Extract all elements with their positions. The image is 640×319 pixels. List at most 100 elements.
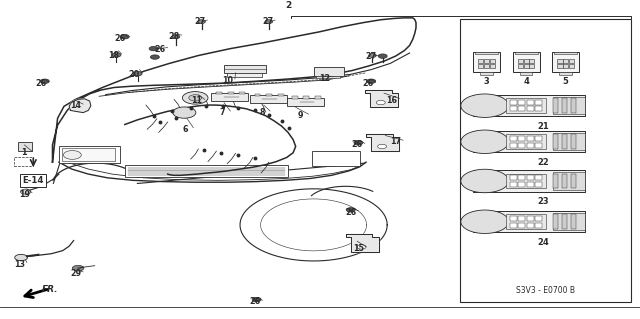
Bar: [572, 214, 576, 229]
Circle shape: [63, 151, 81, 159]
Text: FR.: FR.: [42, 285, 58, 294]
Circle shape: [367, 79, 376, 84]
Circle shape: [182, 92, 208, 104]
Bar: [287, 98, 324, 106]
Bar: [509, 182, 516, 187]
Bar: [473, 170, 585, 192]
Text: 29: 29: [70, 269, 81, 278]
Bar: [239, 92, 245, 94]
Bar: [518, 107, 525, 111]
Bar: [509, 223, 516, 227]
Text: 26: 26: [362, 79, 374, 88]
Circle shape: [461, 94, 509, 117]
Bar: [559, 72, 572, 75]
Bar: [314, 67, 344, 76]
Bar: [506, 214, 545, 229]
Bar: [513, 52, 540, 72]
Bar: [62, 148, 115, 161]
Bar: [563, 98, 567, 113]
Text: 13: 13: [13, 260, 25, 269]
Bar: [266, 94, 272, 96]
Bar: [228, 92, 234, 94]
Bar: [554, 174, 558, 189]
Text: 14: 14: [70, 101, 81, 110]
Bar: [509, 136, 516, 141]
Text: 9: 9: [298, 111, 303, 120]
Bar: [509, 107, 516, 111]
Bar: [563, 214, 567, 229]
Bar: [506, 98, 545, 113]
Polygon shape: [346, 234, 379, 252]
Polygon shape: [366, 134, 399, 151]
Bar: [554, 97, 585, 114]
Text: 27: 27: [194, 17, 205, 26]
Bar: [473, 211, 585, 233]
Bar: [572, 134, 576, 149]
Bar: [475, 52, 498, 54]
Circle shape: [357, 245, 366, 249]
Circle shape: [20, 189, 31, 194]
Bar: [518, 223, 525, 227]
Bar: [506, 174, 545, 189]
Text: 26: 26: [35, 79, 47, 88]
Bar: [518, 182, 525, 187]
Bar: [490, 59, 495, 63]
Circle shape: [346, 208, 355, 212]
Bar: [14, 157, 33, 166]
Circle shape: [354, 140, 363, 145]
Circle shape: [133, 71, 142, 76]
Bar: [520, 72, 532, 75]
Bar: [557, 59, 563, 63]
Text: 21: 21: [538, 122, 549, 131]
Bar: [518, 175, 525, 180]
Circle shape: [40, 79, 49, 84]
Bar: [478, 59, 483, 63]
Text: 18: 18: [108, 51, 120, 60]
Text: 4: 4: [523, 78, 529, 86]
Text: 17: 17: [390, 137, 401, 146]
Text: 1: 1: [22, 148, 27, 157]
Bar: [255, 94, 260, 96]
Bar: [312, 151, 360, 166]
Text: 26: 26: [249, 297, 260, 306]
Bar: [227, 73, 262, 78]
Circle shape: [378, 54, 387, 58]
Text: 24: 24: [538, 238, 549, 247]
Text: S3V3 - E0700 B: S3V3 - E0700 B: [516, 286, 575, 295]
Text: 12: 12: [319, 74, 331, 83]
Bar: [536, 175, 543, 180]
Bar: [490, 64, 495, 69]
Text: 27: 27: [365, 52, 377, 61]
Text: 5: 5: [563, 78, 569, 86]
Bar: [527, 100, 534, 105]
Text: 26: 26: [351, 140, 363, 149]
Bar: [529, 64, 534, 69]
Text: 28: 28: [168, 32, 180, 41]
Bar: [554, 133, 585, 150]
Text: 7: 7: [220, 108, 225, 117]
Bar: [509, 175, 516, 180]
Bar: [473, 131, 585, 152]
Bar: [473, 52, 500, 72]
Bar: [518, 216, 525, 221]
Text: E-14: E-14: [22, 176, 44, 185]
Bar: [563, 174, 567, 189]
Circle shape: [369, 54, 376, 57]
Bar: [278, 94, 284, 96]
Bar: [18, 142, 32, 151]
Bar: [536, 182, 543, 187]
Bar: [527, 107, 534, 111]
Text: 27: 27: [262, 17, 273, 26]
Text: 23: 23: [538, 197, 549, 206]
Bar: [536, 100, 543, 105]
Text: 16: 16: [386, 96, 397, 105]
Bar: [518, 143, 525, 148]
Bar: [518, 136, 525, 141]
Circle shape: [376, 100, 385, 105]
Bar: [524, 59, 529, 63]
Bar: [292, 96, 298, 99]
Bar: [527, 216, 534, 221]
Bar: [527, 175, 534, 180]
Bar: [563, 134, 567, 149]
Bar: [515, 52, 538, 54]
